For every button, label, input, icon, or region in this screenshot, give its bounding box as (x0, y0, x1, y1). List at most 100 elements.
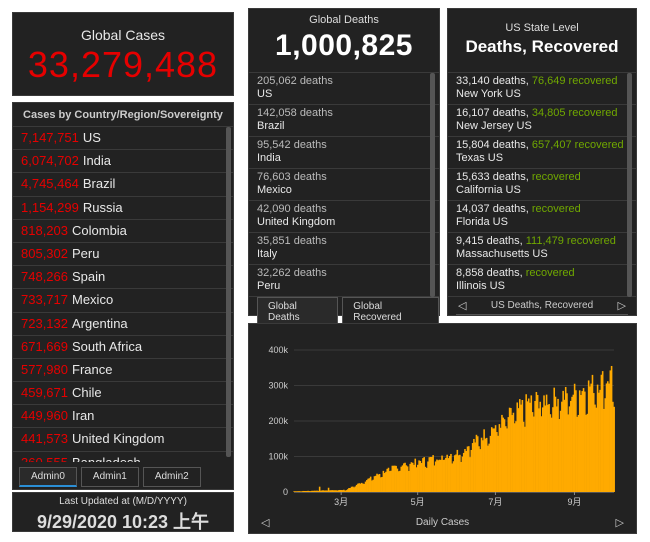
us-state-row[interactable]: 33,140 deaths, 76,649 recovered New York … (448, 73, 636, 105)
chart-bar (522, 421, 525, 492)
country-list[interactable]: 7,147,751 US 6,074,702 India 4,745,464 Brazil… (13, 126, 233, 462)
chart-bar (473, 438, 475, 492)
deaths-count: 42,090 deaths (257, 203, 327, 215)
chart-bar (466, 446, 469, 492)
chart-bar (437, 460, 439, 492)
chart-bar (553, 387, 556, 492)
tab-global-recovered[interactable]: Global Recovered (342, 297, 439, 328)
last-updated-value: 9/29/2020 10:23 上午 (36, 512, 210, 532)
us-state-row[interactable]: 15,633 deaths, recovered California US (448, 169, 636, 201)
chart-bar (515, 421, 517, 492)
chart-bar (297, 491, 299, 492)
deaths-row[interactable]: 42,090 deaths United Kingdom (249, 201, 439, 233)
chart-pager-label: Daily Cases (415, 517, 470, 528)
chart-bar (447, 458, 450, 492)
country-row[interactable]: 1,154,299 Russia (13, 197, 233, 220)
chart-bar (524, 426, 526, 492)
us-state-place: Illinois US (456, 280, 505, 292)
deaths-row[interactable]: 76,603 deaths Mexico (249, 169, 439, 201)
chart-bar (339, 489, 341, 492)
country-row[interactable]: 459,671 Chile (13, 382, 233, 406)
us-state-row[interactable]: 9,415 deaths, 111,479 recovered Massachus… (448, 233, 636, 265)
us-state-place: New Jersey US (456, 120, 532, 132)
chart-bar (318, 486, 321, 492)
us-state-row[interactable]: 14,037 deaths, recovered Florida US (448, 201, 636, 233)
country-row[interactable]: 577,980 France (13, 359, 233, 383)
chart-next-arrow-icon[interactable]: ▷ (615, 517, 624, 529)
prev-arrow-icon[interactable]: ◁ (458, 300, 467, 312)
chart-bar (457, 455, 460, 492)
chart-prev-arrow-icon[interactable]: ◁ (261, 517, 270, 529)
chart-bar (525, 394, 527, 492)
deaths-place: US (257, 88, 273, 100)
country-row[interactable]: 671,669 South Africa (13, 336, 233, 359)
country-row[interactable]: 441,573 United Kingdom (13, 428, 233, 452)
chart-bar (422, 458, 424, 492)
chart-bar (592, 393, 595, 492)
deaths-row[interactable]: 32,262 deaths Peru (249, 265, 439, 297)
chart-bar (359, 483, 362, 492)
global-deaths-panel: Global Deaths 1,000,825 205,062 deaths US… (248, 8, 440, 328)
chart-bar (408, 471, 410, 492)
country-row[interactable]: 4,745,464 Brazil (13, 173, 233, 197)
tab-admin1[interactable]: Admin1 (80, 467, 139, 487)
us-state-recovered: recovered (531, 203, 581, 215)
country-case-count: 459,671 (21, 385, 68, 401)
chart-bar (320, 490, 322, 492)
us-state-deaths: 14,037 deaths, (456, 203, 529, 215)
deaths-row[interactable]: 95,542 deaths India (249, 137, 439, 169)
chart-bar (316, 490, 318, 492)
chart-bar (395, 465, 397, 492)
us-state-row[interactable]: 8,858 deaths, recovered Illinois US (448, 265, 636, 297)
country-row[interactable]: 723,132 Argentina (13, 313, 233, 336)
tab-global-deaths[interactable]: Global Deaths (257, 297, 339, 328)
chart-bar (564, 386, 567, 492)
chart-bar (468, 446, 470, 492)
deaths-row[interactable]: 35,851 deaths Italy (249, 233, 439, 265)
country-row[interactable]: 360,555 Bangladesh (13, 452, 233, 462)
chart-bar (304, 490, 307, 492)
chart-bar (396, 468, 399, 492)
us-state-scrollbar[interactable] (627, 73, 632, 297)
chart-pager: ◁ Daily Cases ▷ (257, 514, 628, 530)
chart-bar (446, 454, 448, 492)
chart-bar (548, 404, 550, 492)
chart-bar (377, 474, 380, 492)
global-cases-title: Global Cases (80, 27, 166, 43)
country-row[interactable]: 449,960 Iran (13, 405, 233, 429)
us-state-list[interactable]: 33,140 deaths, 76,649 recovered New York … (448, 72, 636, 299)
chart-bar (306, 490, 308, 492)
country-case-count: 441,573 (21, 431, 68, 447)
tab-admin0[interactable]: Admin0 (19, 467, 77, 487)
deaths-row[interactable]: 142,058 deaths Brazil (249, 105, 439, 137)
chart-bar (450, 453, 452, 492)
deaths-count: 142,058 deaths (257, 107, 333, 119)
chart-bar (526, 401, 529, 492)
deaths-list[interactable]: 205,062 deaths US 142,058 deaths Brazil 95,5… (249, 72, 439, 299)
chart-bar (513, 423, 516, 492)
chart-bar (529, 402, 531, 492)
tab-admin2[interactable]: Admin2 (142, 467, 201, 487)
chart-bar (555, 406, 558, 492)
country-row[interactable]: 748,266 Spain (13, 266, 233, 290)
deaths-row[interactable]: 205,062 deaths US (249, 73, 439, 105)
next-arrow-icon[interactable]: ▷ (617, 300, 626, 312)
country-case-count: 723,132 (21, 315, 68, 331)
country-row[interactable]: 805,302 Peru (13, 243, 233, 267)
deaths-list-scrollbar[interactable] (430, 73, 435, 297)
country-row[interactable]: 7,147,751 US (13, 127, 233, 151)
country-row[interactable]: 733,717 Mexico (13, 289, 233, 313)
us-state-row[interactable]: 16,107 deaths, 34,805 recovered New Jerse… (448, 105, 636, 137)
country-row[interactable]: 818,203 Colombia (13, 220, 233, 243)
chart-bar (599, 389, 601, 492)
chart-bar (317, 490, 320, 492)
chart-bar (301, 491, 303, 492)
deaths-count: 35,851 deaths (257, 235, 327, 247)
us-state-row[interactable]: 15,804 deaths, 657,407 recovered Texas US (448, 137, 636, 169)
country-row[interactable]: 6,074,702 India (13, 150, 233, 174)
us-state-stats: 15,804 deaths, 657,407 recovered (456, 139, 628, 152)
chart-bar (364, 481, 367, 492)
chart-bar (385, 471, 387, 492)
country-list-scrollbar[interactable] (226, 127, 231, 457)
chart-bar (601, 371, 604, 492)
